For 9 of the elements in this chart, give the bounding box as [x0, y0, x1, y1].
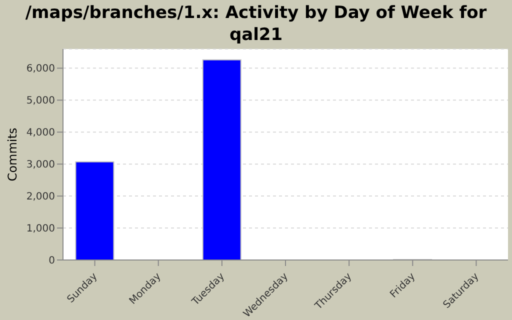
y-tick-label: 5,000 — [26, 96, 55, 107]
y-tick-label: 6,000 — [26, 64, 55, 75]
y-axis-title: Commits — [5, 128, 20, 182]
chart-title: /maps/branches/1.x: Activity by Day of Week for qal21 — [24, 2, 488, 47]
y-tick-label: 2,000 — [26, 192, 55, 203]
y-tick-label: 1,000 — [26, 224, 55, 235]
y-tick-label: 0 — [48, 256, 55, 267]
y-tick-label: 3,000 — [26, 160, 55, 171]
y-tick-label: 4,000 — [26, 128, 55, 139]
